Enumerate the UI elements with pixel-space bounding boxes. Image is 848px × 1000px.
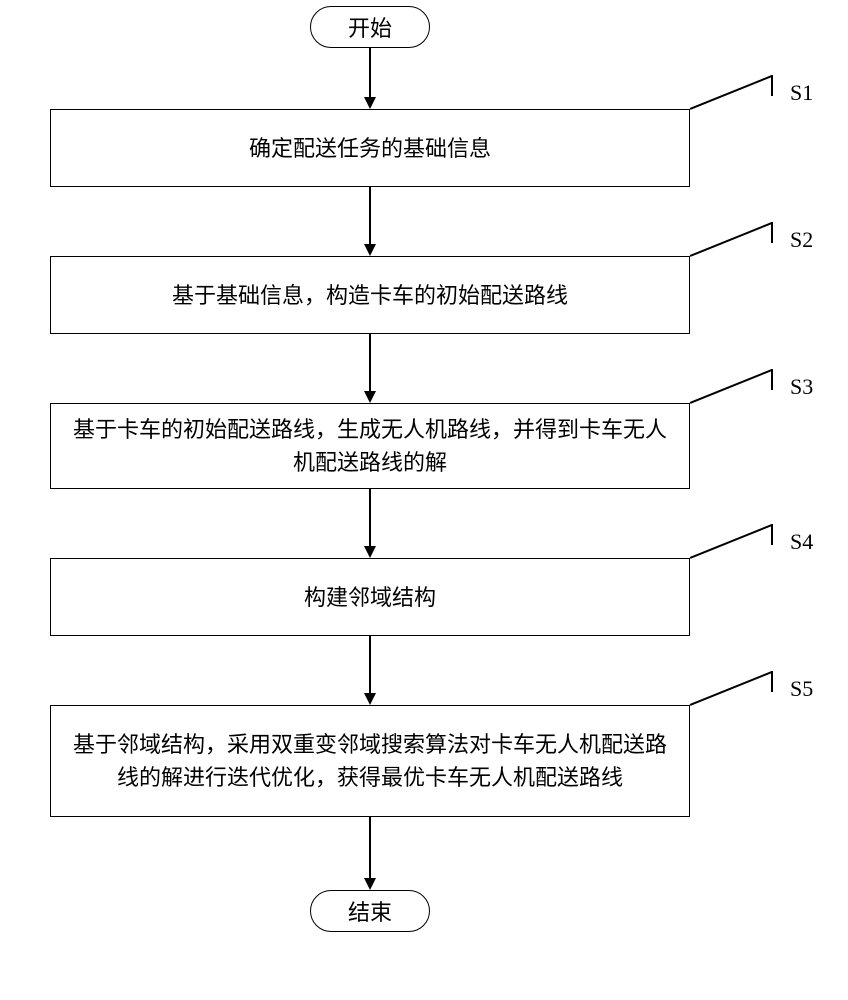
process-s5-text: 基于邻域结构，采用双重变邻域搜索算法对卡车无人机配送路线的解进行迭代优化，获得最… (65, 728, 675, 794)
process-s1: 确定配送任务的基础信息 (50, 109, 690, 187)
terminator-start-text: 开始 (348, 11, 392, 43)
connector-s1-h (690, 75, 772, 109)
process-s2: 基于基础信息，构造卡车的初始配送路线 (50, 256, 690, 334)
label-s4: S4 (790, 529, 813, 555)
connector-s2-v (771, 222, 773, 243)
arrow-s2-s3 (369, 334, 371, 392)
arrowhead-s4-s5 (364, 693, 376, 705)
terminator-end: 结束 (310, 890, 430, 932)
arrowhead-s5-end (364, 878, 376, 890)
arrow-s5-end (369, 817, 371, 879)
arrowhead-s1-s2 (364, 244, 376, 256)
connector-s3-h (690, 369, 772, 403)
connector-s4-v (771, 524, 773, 545)
process-s1-text: 确定配送任务的基础信息 (249, 132, 491, 165)
label-s1: S1 (790, 80, 813, 106)
process-s4-text: 构建邻域结构 (304, 581, 436, 614)
connector-s1-v (771, 75, 773, 96)
label-s2: S2 (790, 227, 813, 253)
arrow-s1-s2 (369, 187, 371, 245)
label-s5: S5 (790, 676, 813, 702)
terminator-start: 开始 (310, 6, 430, 48)
terminator-end-text: 结束 (348, 895, 392, 927)
arrow-s4-s5 (369, 636, 371, 694)
process-s2-text: 基于基础信息，构造卡车的初始配送路线 (172, 279, 568, 312)
arrow-s3-s4 (369, 489, 371, 547)
connector-s2-h (690, 222, 772, 256)
connector-s4-h (690, 524, 772, 558)
arrowhead-start-s1 (364, 97, 376, 109)
connector-s5-v (771, 671, 773, 692)
process-s3: 基于卡车的初始配送路线，生成无人机路线，并得到卡车无人机配送路线的解 (50, 403, 690, 489)
process-s3-text: 基于卡车的初始配送路线，生成无人机路线，并得到卡车无人机配送路线的解 (65, 413, 675, 479)
process-s5: 基于邻域结构，采用双重变邻域搜索算法对卡车无人机配送路线的解进行迭代优化，获得最… (50, 705, 690, 817)
connector-s3-v (771, 369, 773, 390)
process-s4: 构建邻域结构 (50, 558, 690, 636)
arrowhead-s3-s4 (364, 546, 376, 558)
label-s3: S3 (790, 374, 813, 400)
arrowhead-s2-s3 (364, 391, 376, 403)
arrow-start-s1 (369, 48, 371, 98)
connector-s5-h (690, 671, 772, 705)
